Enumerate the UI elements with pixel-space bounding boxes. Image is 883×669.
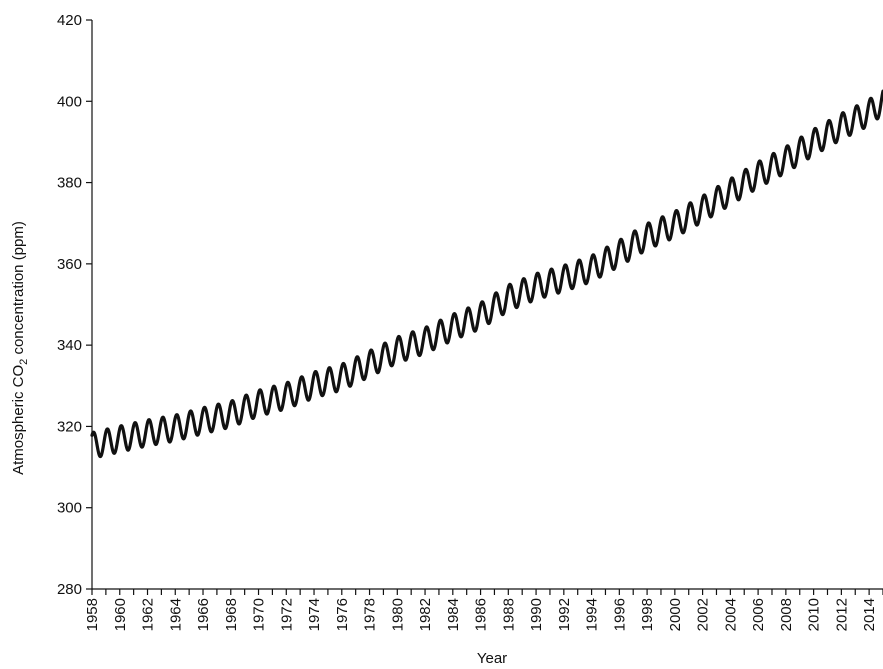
x-tick-label: 1984 [445,598,462,631]
y-axis: 280 300 320 340 360 380 400 420 [57,12,93,598]
x-tick-label: 2014 [861,598,878,631]
y-tick-label: 300 [57,500,82,517]
x-tick-label: 2006 [750,598,767,631]
x-tick-label: 2008 [778,598,795,631]
x-tick-label: 1964 [167,598,184,631]
x-tick-label: 1994 [584,598,601,631]
x-tick-label: 1982 [417,598,434,631]
y-axis-title-subscript: 2 [18,359,30,365]
y-tick-label: 380 [57,175,82,192]
x-tick-label: 1986 [473,598,490,631]
x-tick-label: 1976 [334,598,351,631]
y-axis-title: Atmospheric CO2 concentration (ppm) [10,221,30,475]
x-tick-label: 1988 [500,598,517,631]
x-tick-label: 1980 [389,598,406,631]
x-tick-label: 1960 [112,598,129,631]
y-axis-title-main: Atmospheric CO [10,365,27,475]
x-tick-label: 2000 [667,598,684,631]
y-tick-label: 360 [57,256,82,273]
y-tick-label: 280 [57,581,82,598]
x-tick-label: 1990 [528,598,545,631]
x-tick-label: 1974 [306,598,323,631]
x-tick-label: 1970 [251,598,268,631]
x-axis-title: Year [477,650,507,667]
x-tick-label: 2002 [695,598,712,631]
x-tick-label: 1996 [611,598,628,631]
y-tick-label: 400 [57,93,82,110]
x-tick-label: 1966 [195,598,212,631]
y-tick-label: 420 [57,12,82,29]
x-tick-label: 1968 [223,598,240,631]
x-tick-label: 2010 [806,598,823,631]
x-axis: 1958 1960 1962 1964 1966 1968 1970 1972 1974 1976… [84,588,883,631]
co2-series-line [90,89,883,459]
x-tick-label: 1978 [362,598,379,631]
x-tick-label: 2012 [833,598,850,631]
x-tick-label: 2004 [722,598,739,631]
x-tick-label: 1992 [556,598,573,631]
y-tick-label: 320 [57,418,82,435]
x-tick-label: 1972 [278,598,295,631]
x-tick-label: 1958 [84,598,101,631]
x-tick-label: 1962 [140,598,157,631]
x-tick-label: 1998 [639,598,656,631]
y-axis-title-tail: concentration (ppm) [10,221,27,359]
y-tick-label: 340 [57,337,82,354]
